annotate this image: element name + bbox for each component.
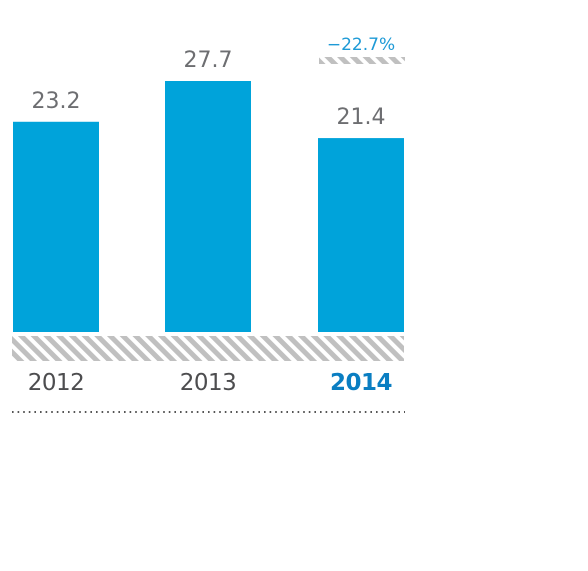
year-labels-group: 2012 2013 2014 — [28, 370, 393, 396]
bar-2014 — [318, 138, 404, 332]
value-label-2014: 21.4 — [337, 105, 386, 130]
bar-2012 — [13, 121, 99, 332]
bar-2013 — [165, 81, 251, 332]
value-label-2013: 27.7 — [184, 48, 233, 73]
baseline-hatch-band — [12, 336, 404, 361]
year-label-2012: 2012 — [28, 370, 85, 396]
change-hatch-band — [319, 57, 405, 64]
value-labels-group: 23.2 27.7 21.4 — [32, 48, 386, 130]
value-label-2012: 23.2 — [32, 89, 81, 114]
year-label-2014: 2014 — [330, 370, 392, 396]
change-percent-label: −22.7% — [327, 35, 395, 55]
bars-group — [13, 81, 404, 332]
year-label-2013: 2013 — [180, 370, 237, 396]
